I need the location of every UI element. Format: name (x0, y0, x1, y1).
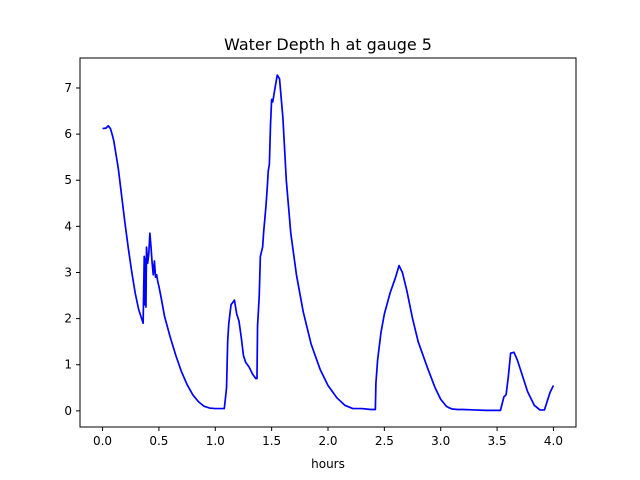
plot-frame (79, 57, 577, 428)
x-tick-label: 0.0 (93, 434, 112, 448)
plot-area (80, 58, 576, 427)
y-axis: 0 1 2 3 4 5 6 7 (64, 81, 80, 418)
x-tick-label: 1.0 (206, 434, 225, 448)
series-line-water-depth (102, 74, 555, 412)
x-tick-label: 2.0 (318, 434, 337, 448)
y-tick-label: 4 (64, 219, 72, 233)
y-tick-label: 5 (64, 173, 72, 187)
x-tick-label: 2.5 (375, 434, 394, 448)
chart-title: Water Depth h at gauge 5 (224, 35, 432, 54)
x-tick-label: 4.0 (544, 434, 563, 448)
x-tick-label: 1.5 (262, 434, 281, 448)
y-tick-label: 7 (64, 81, 72, 95)
x-axis-label: hours (311, 457, 345, 471)
y-tick-label: 0 (64, 404, 72, 418)
y-tick-label: 1 (64, 358, 72, 372)
x-tick-label: 3.0 (431, 434, 450, 448)
x-axis: 0.0 0.5 1.0 1.5 2.0 2.5 3.0 3.5 4.0 (93, 427, 563, 448)
y-tick-label: 2 (64, 312, 72, 326)
x-tick-label: 3.5 (488, 434, 507, 448)
y-tick-label: 6 (64, 127, 72, 141)
x-tick-label: 0.5 (149, 434, 168, 448)
y-tick-label: 3 (64, 265, 72, 279)
